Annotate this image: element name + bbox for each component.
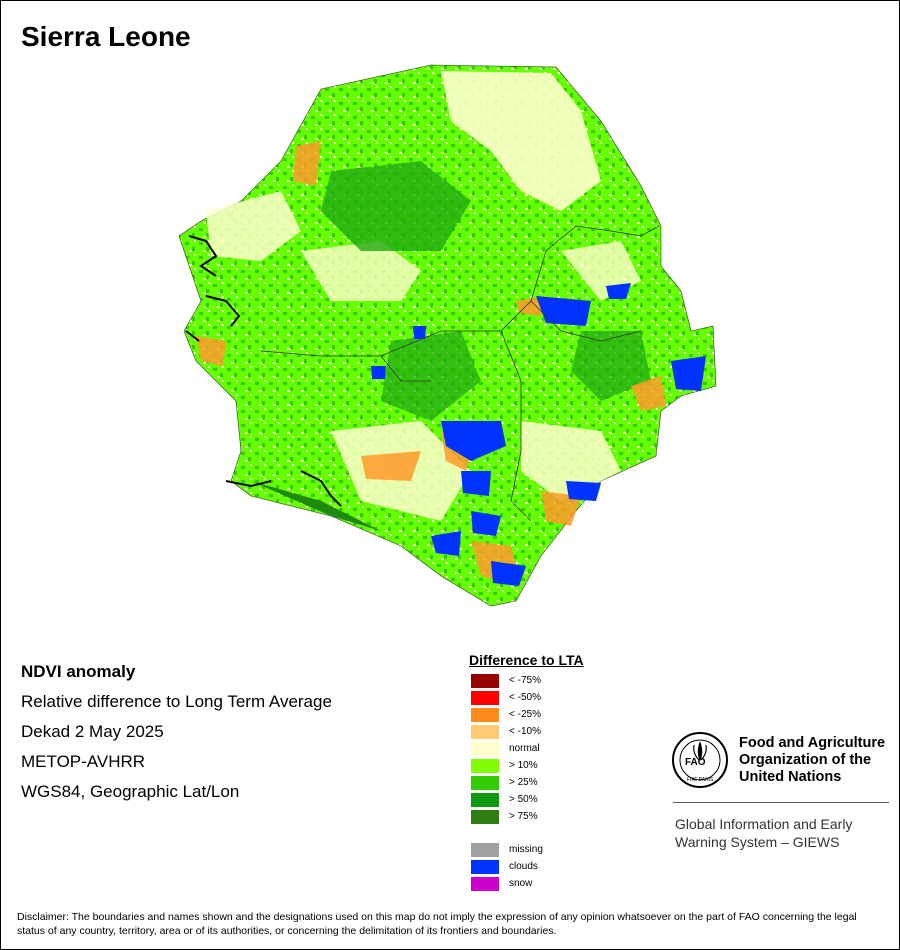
legend-swatch — [471, 691, 499, 705]
region-normal-southeast — [521, 421, 621, 501]
legend-item: missing — [469, 843, 649, 860]
ndvi-anomaly-map — [178, 64, 717, 607]
coastal-estuaries — [185, 235, 342, 507]
legend-item: clouds — [469, 860, 649, 877]
info-subtitle: Relative difference to Long Term Average — [21, 692, 332, 711]
legend-swatch — [471, 725, 499, 739]
map-title: Sierra Leone — [21, 21, 191, 52]
legend-item: < -75% — [469, 674, 649, 691]
legend-swatch — [471, 793, 499, 807]
map-info: NDVI anomaly Relative difference to Long… — [21, 657, 332, 807]
legend-item: > 50% — [469, 793, 649, 810]
legend-label: > 25% — [509, 777, 538, 788]
legend-label: < -75% — [509, 675, 541, 686]
legend-item: < -50% — [469, 691, 649, 708]
legend-main-items: < -75% < -50% < -25% < -10% normal > 10% > 25%… — [469, 674, 649, 827]
fao-logo-motto: FIAT PANIS — [687, 777, 714, 783]
info-sensor: METOP-AVHRR — [21, 752, 146, 771]
legend-item: > 25% — [469, 776, 649, 793]
legend-label: > 10% — [509, 760, 538, 771]
legend-label: < -50% — [509, 692, 541, 703]
legend-item: < -25% — [469, 708, 649, 725]
legend-item: normal — [469, 742, 649, 759]
region-dense-green-center — [381, 331, 481, 421]
legend-label: < -10% — [509, 726, 541, 737]
legend-swatch — [471, 877, 499, 891]
legend-swatch — [471, 759, 499, 773]
legend-label: < -25% — [509, 709, 541, 720]
legend-item: > 10% — [469, 759, 649, 776]
legend-swatch — [471, 810, 499, 824]
legend-title: Difference to LTA — [469, 652, 584, 668]
legend-swatch — [471, 776, 499, 790]
region-normal-center — [301, 241, 421, 301]
region-dense-green-north — [321, 161, 471, 251]
legend-label: clouds — [509, 861, 538, 872]
fao-logo-letters: FAO — [685, 757, 706, 768]
legend-item: > 75% — [469, 810, 649, 827]
legend-swatch — [471, 860, 499, 874]
legend-label: snow — [509, 878, 533, 889]
disclaimer: Disclaimer: The boundaries and names sho… — [17, 911, 857, 937]
legend-swatch — [471, 674, 499, 688]
legend-swatch — [471, 843, 499, 857]
info-heading: NDVI anomaly — [21, 662, 136, 681]
legend-label: missing — [509, 844, 543, 855]
fao-logo-icon: FAO FIAT PANIS — [672, 732, 728, 788]
cloud-patches — [371, 283, 706, 586]
map-legend: Difference to LTA < -75% < -50% < -25% < -1… — [469, 652, 649, 894]
fao-name: Food and Agriculture Organization of the… — [739, 735, 886, 785]
admin-boundaries — [260, 225, 660, 522]
legend-item: snow — [469, 877, 649, 894]
region-normal-north — [441, 71, 601, 211]
legend-swatch — [471, 742, 499, 756]
fao-divider — [673, 802, 889, 803]
legend-label: > 50% — [509, 794, 538, 805]
legend-item: < -10% — [469, 725, 649, 742]
region-normal-west — [206, 191, 301, 261]
legend-extra-items: missing clouds snow — [469, 843, 649, 894]
info-projection: WGS84, Geographic Lat/Lon — [21, 782, 240, 801]
legend-label: > 75% — [509, 811, 538, 822]
info-period: Dekad 2 May 2025 — [21, 722, 164, 741]
giews-label: Global Information and Early Warning Sys… — [675, 816, 853, 850]
legend-label: normal — [509, 743, 540, 754]
region-dense-green-coast — [251, 481, 381, 531]
legend-swatch — [471, 708, 499, 722]
region-dense-green-east — [571, 331, 651, 401]
